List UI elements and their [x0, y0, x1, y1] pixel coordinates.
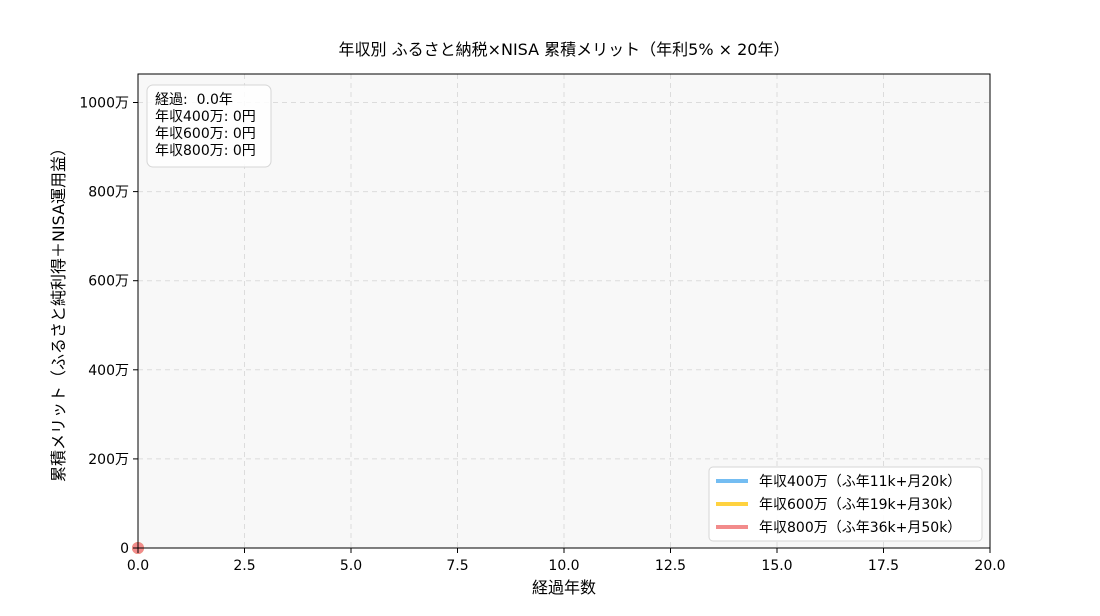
x-tick-label: 20.0	[974, 558, 1005, 574]
legend-label-400: 年収400万（ふ年11k+月20k）	[759, 474, 961, 490]
annotation-line-800: 年収800万: 0円	[155, 143, 256, 159]
chart-title: 年収別 ふるさと納税×NISA 累積メリット（年利5% × 20年）	[339, 40, 790, 59]
x-tick-label: 5.0	[340, 558, 362, 574]
annotation-line-elapsed: 経過: 0.0年	[155, 92, 233, 108]
legend-frame	[708, 466, 983, 542]
annotation-box: 経過: 0.0年 年収400万: 0円 年収600万: 0円 年収800万: 0…	[146, 84, 272, 168]
annotation-line-400: 年収400万: 0円	[155, 109, 256, 125]
y-tick-label: 400万	[88, 363, 129, 379]
grid	[138, 74, 990, 548]
y-tick-label: 600万	[88, 274, 129, 290]
y-axis-label: 累積メリット（ふるさと純利得＋NISA運用益）	[49, 140, 68, 482]
legend-label-800: 年収800万（ふ年36k+月50k）	[759, 520, 961, 536]
x-tick-label: 0.0	[127, 558, 149, 574]
legend-label-600: 年収600万（ふ年19k+月30k）	[759, 497, 961, 513]
y-tick-label: 0	[120, 541, 129, 557]
y-tick-label: 1000万	[79, 96, 129, 112]
annotation-frame	[146, 84, 272, 168]
x-tick-label: 7.5	[446, 558, 468, 574]
ticks: 0.0 2.5 5.0 7.5 10.0 12.5 15.0 17.5 20.0 0 200万 400…	[79, 96, 1005, 574]
x-tick-label: 12.5	[655, 558, 686, 574]
annotation-line-600: 年収600万: 0円	[155, 126, 256, 142]
x-tick-label: 10.0	[548, 558, 579, 574]
y-tick-label: 200万	[88, 452, 129, 468]
x-axis-label: 経過年数	[532, 578, 596, 597]
legend: 年収400万（ふ年11k+月20k） 年収600万（ふ年19k+月30k） 年収…	[708, 466, 983, 542]
x-tick-label: 17.5	[868, 558, 899, 574]
y-tick-label: 800万	[88, 185, 129, 201]
x-tick-label: 2.5	[233, 558, 255, 574]
x-tick-label: 15.0	[761, 558, 792, 574]
